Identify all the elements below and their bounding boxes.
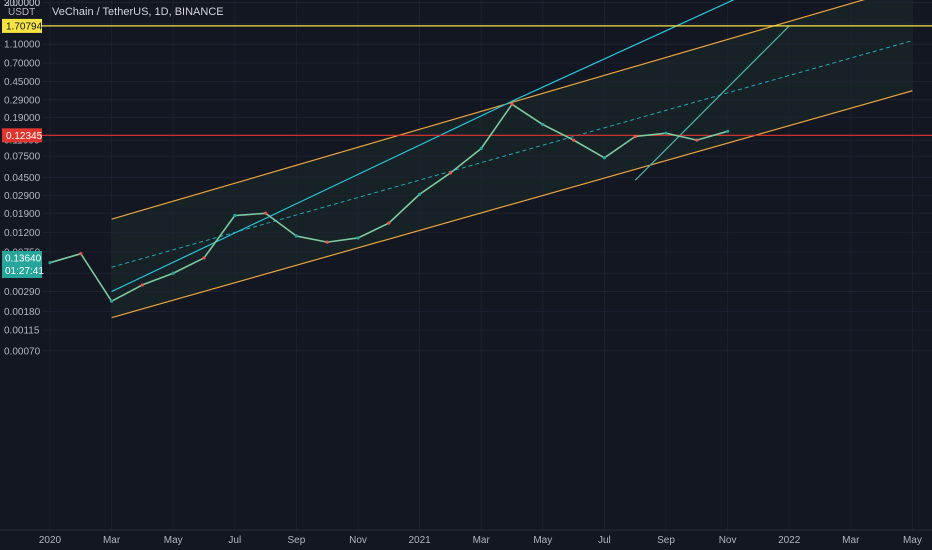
price-point [202,256,206,260]
x-axis-panel [0,530,932,550]
price-point [264,211,268,215]
y-tick-label: 0.07500 [4,152,41,163]
price-point [418,192,422,196]
trendline [111,100,513,293]
current-price-badge [2,251,42,278]
level-badge [2,18,42,33]
x-tick-label: May [903,535,922,546]
price-point [726,129,730,133]
y-tick-label: 0.02900 [4,191,41,202]
trendline [111,0,866,220]
y-tick-label: 0.00290 [4,287,41,298]
median-dashed-line [111,40,913,268]
x-tick-label: Mar [103,535,121,546]
y-axis-currency: USDT [8,7,35,18]
y-tick-label: 0.04500 [4,173,41,184]
price-point [140,283,144,287]
y-axis-top-label: 20.0000 [4,0,41,9]
y-tick-label: 3.00000 [4,0,41,9]
x-tick-label: May [164,535,183,546]
y-tick-label: 1.10000 [4,40,41,51]
x-tick-label: Mar [842,535,860,546]
current-price-label: 0.13640 [5,254,42,265]
x-tick-label: Nov [349,535,367,546]
price-point [171,271,175,275]
price-point [48,261,52,265]
x-tick-label: Mar [473,535,491,546]
x-tick-label: Sep [657,535,675,546]
price-point [110,299,114,303]
x-tick-label: Sep [288,535,306,546]
price-point [602,156,607,160]
y-tick-label: 0.19000 [4,113,41,124]
price-point [479,146,483,151]
y-tick-label: 0.00070 [4,346,41,357]
price-point [356,236,360,240]
price-point [233,213,237,218]
y-tick-label: 0.29000 [4,95,41,106]
trendline [511,0,735,102]
x-tick-label: Jul [598,535,611,546]
trendline [634,25,790,181]
price-point [387,221,391,225]
level-badge-label: 1.70794 [6,21,43,32]
channel-fill [111,0,913,318]
countdown-label: 01:27:41 [5,266,44,277]
y-tick-label: 0.70000 [4,59,41,70]
y-tick-label: 0.01900 [4,209,41,220]
x-tick-label: 2022 [778,535,801,546]
price-point [664,131,668,135]
price-point [325,240,329,244]
price-point [510,102,514,106]
price-point [541,122,545,127]
x-tick-label: May [533,535,552,546]
x-tick-label: Jul [228,535,241,546]
y-tick-label: 0.45000 [4,77,41,88]
y-tick-label: 0.00180 [4,307,41,318]
x-tick-label: 2020 [39,535,62,546]
level-badge [2,128,42,143]
chart-title: VeChain / TetherUS, 1D, BINANCE [52,6,224,18]
price-point [695,138,699,142]
y-tick-label: 0.00115 [4,326,40,337]
y-tick-label: 0.01200 [4,228,41,239]
price-point [572,138,576,142]
price-point [448,171,452,175]
trendline [111,90,913,319]
x-tick-label: 2021 [408,535,431,546]
x-tick-label: Nov [719,535,737,546]
level-badge-label: 0.12345 [6,131,43,142]
price-point [633,134,637,139]
price-point [294,234,298,238]
price-point [79,252,83,256]
